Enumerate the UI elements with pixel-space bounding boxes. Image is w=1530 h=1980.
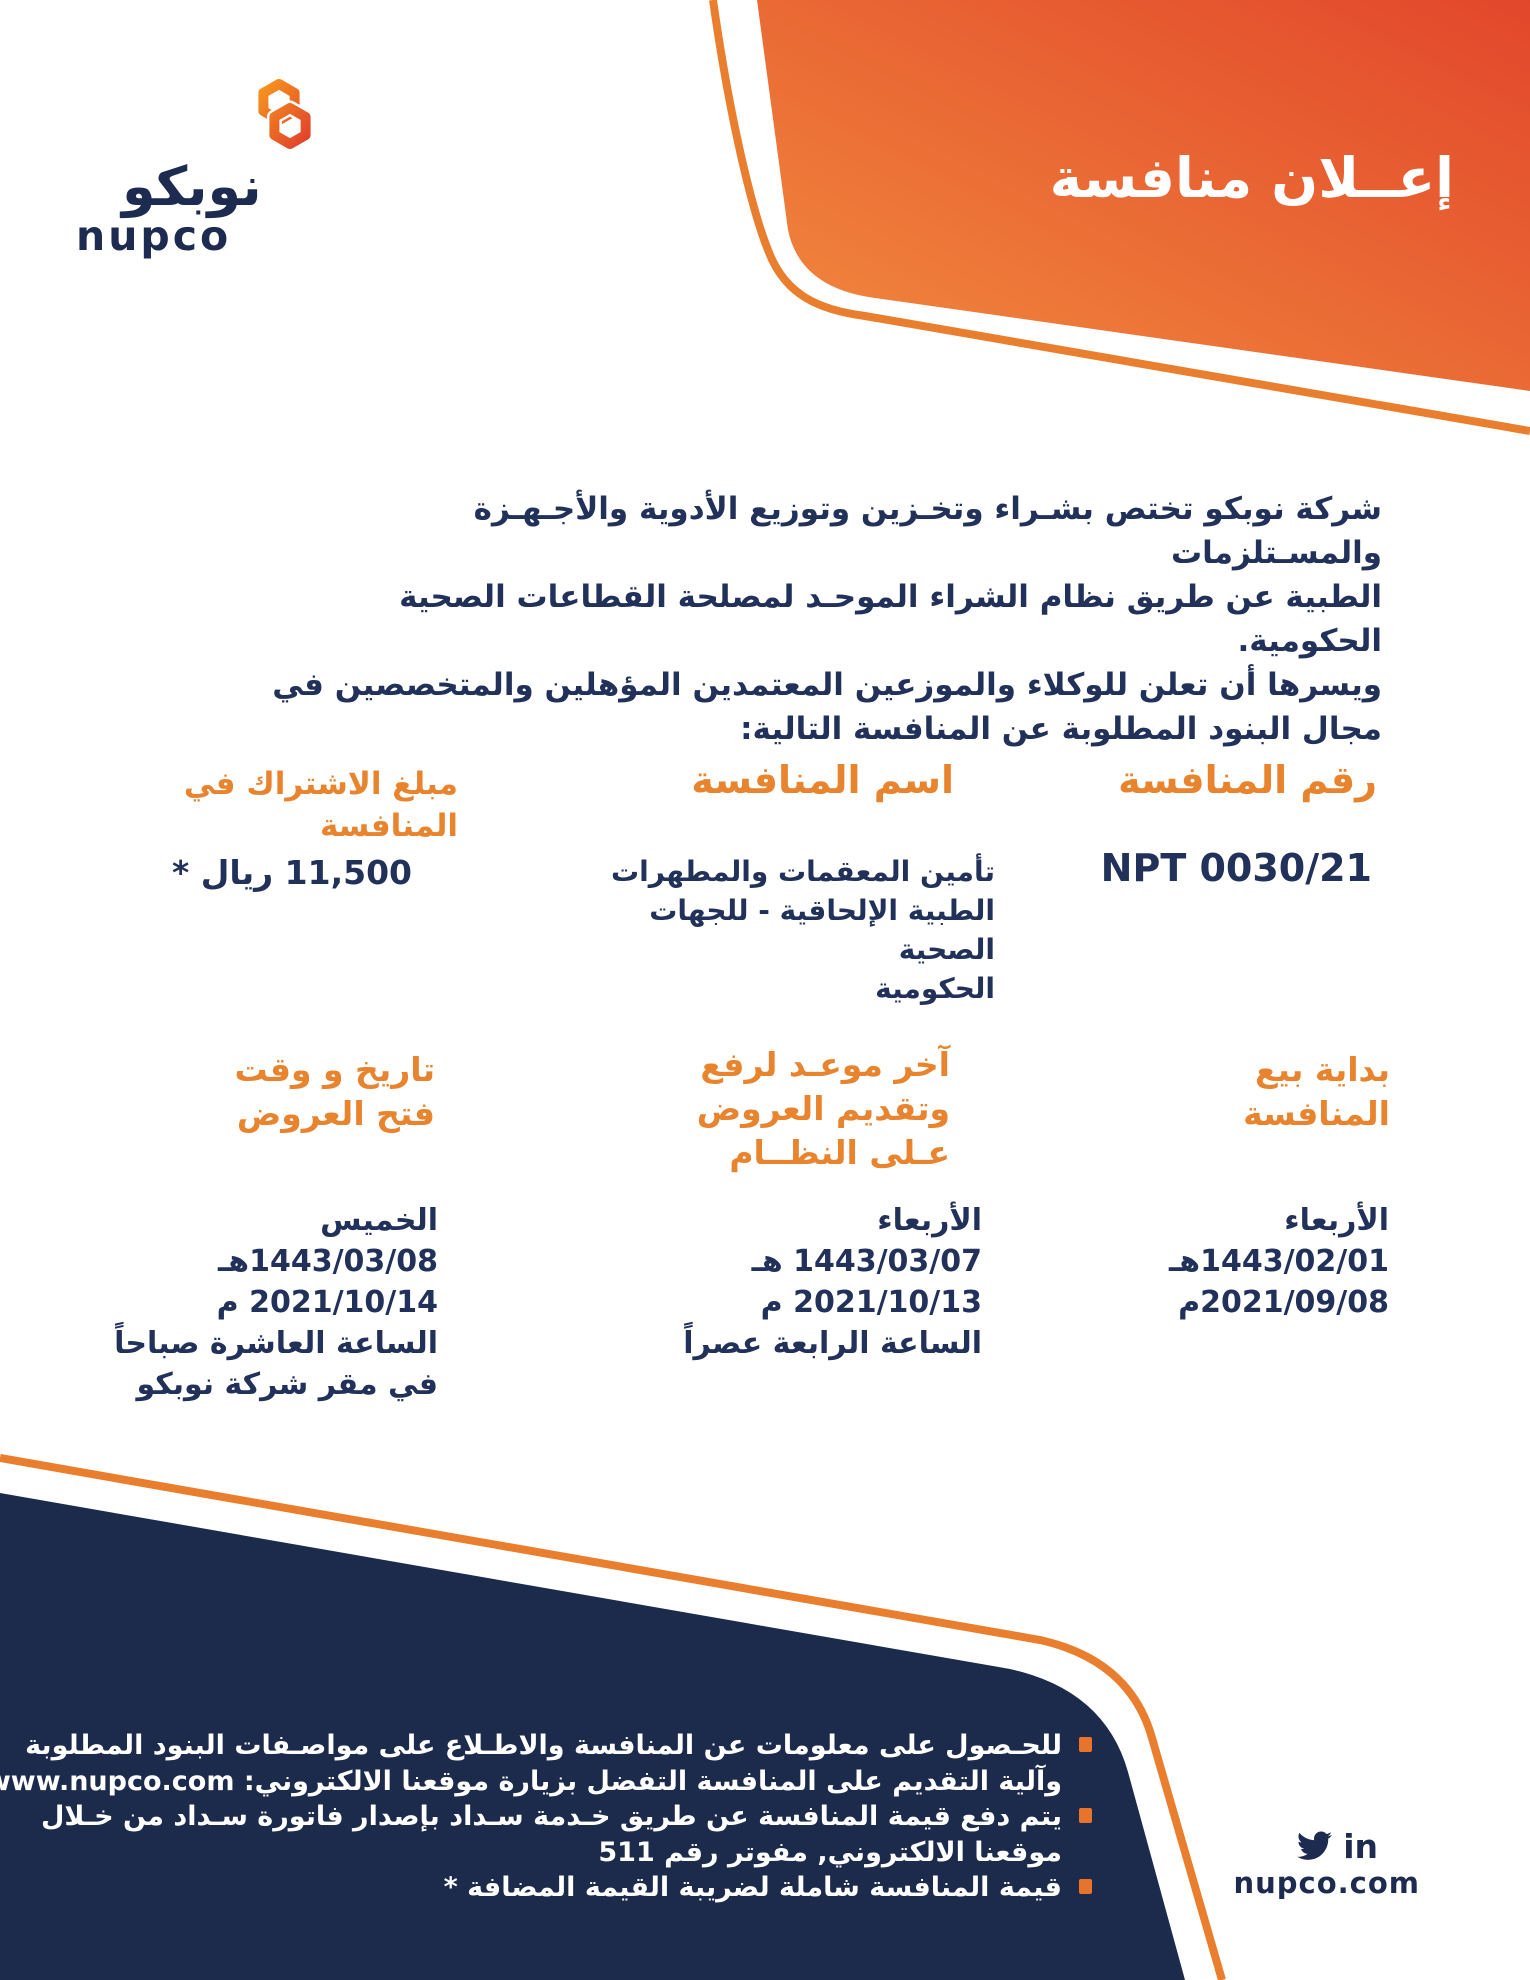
nupco-logo: نوبكو nupco [76, 78, 316, 257]
opening-hijri-date: 1443/03/08هـ [218, 1244, 438, 1279]
logo-hex-bottom [269, 103, 311, 149]
subscription-fee-value: 11,500 ريال * [172, 853, 412, 892]
intro-line: الطبية عن طريق نظام الشراء الموحـد لمصلح… [399, 579, 1382, 659]
nupco-website-link[interactable]: nupco.com [1233, 1866, 1420, 1900]
subscription-fee-label: مبلغ الاشتراك في المنافسة [183, 766, 458, 844]
banner-orange-panel [757, 0, 1530, 391]
bid-opening-values: الخميس 1443/03/08هـ 2021/10/14 م الساعة … [114, 1200, 438, 1405]
sale-start-gregorian-date: 2021/09/08م [1178, 1285, 1389, 1320]
competition-name-line: الحكومية [875, 972, 995, 1005]
deadline-day: الأربعاء [877, 1203, 982, 1238]
deadline-time: الساعة الرابعة عصراً [683, 1326, 982, 1361]
bid-opening-label: تاريخ و وقت فتح العروض [234, 1050, 436, 1133]
intro-line: شركة نوبكو تختص بشـراء وتخـزين وتوزيع ال… [473, 491, 1382, 571]
competition-name-value: تأمين المعقمات والمطهرات الطبية الإلحاقي… [595, 852, 995, 1008]
footer-note: للحـصول على معلومات عن المنافسة والاطـلا… [25, 1728, 1092, 1764]
opening-time: الساعة العاشرة صباحاً [114, 1326, 438, 1361]
footer-note: وآلية التقديم على المنافسة التفضل بزيارة… [0, 1765, 1062, 1797]
deadline-gregorian-date: 2021/10/13 م [760, 1285, 982, 1320]
opening-location: في مقر شركة نوبكو [136, 1367, 438, 1402]
competition-number-value: NPT 0030/21 [1100, 846, 1372, 890]
footer-navy-panel [0, 1493, 1185, 1980]
footer-orange-stripe [0, 1454, 1226, 1980]
submission-deadline-values: الأربعاء 1443/03/07 هـ 2021/10/13 م السا… [683, 1200, 982, 1364]
competition-name-label: اسم المنافسة [691, 758, 954, 802]
footer-shape [0, 1454, 1226, 1980]
bullet-square-icon [1079, 1808, 1092, 1823]
competition-number-label: رقم المنافسة [1118, 758, 1377, 802]
linkedin-icon[interactable]: in [1343, 1827, 1378, 1866]
opening-gregorian-date: 2021/10/14 م [216, 1285, 438, 1320]
page-title: إعــلان منافسة [1049, 146, 1454, 210]
logo-arabic-wordmark: نوبكو [122, 155, 262, 218]
header-banner-shape [709, 0, 1530, 435]
banner-orange-stripe [709, 0, 1530, 435]
footer-note: يتم دفع قيمة المنافسة عن طريق خـدمة سـدا… [32, 1799, 1092, 1835]
opening-day: الخميس [320, 1203, 438, 1238]
sale-start-hijri-date: 1443/02/01هـ [1169, 1244, 1389, 1279]
deadline-hijri-date: 1443/03/07 هـ [751, 1244, 982, 1279]
footer-note: موقعنا الالكتروني, مفوتر رقم 511 [598, 1836, 1062, 1868]
twitter-icon[interactable] [1295, 1830, 1333, 1863]
sale-start-label: بداية بيع المنافسة [1243, 1050, 1390, 1133]
footer-note: قيمة المنافسة شاملة لضريبة القيمة المضاف… [32, 1870, 1092, 1906]
bullet-square-icon [1079, 1879, 1092, 1894]
intro-line: ويسرها أن تعلن للوكلاء والموزعين المعتمد… [272, 667, 1382, 703]
bullet-square-icon [1079, 1737, 1092, 1752]
social-links: in [1295, 1830, 1378, 1863]
competition-name-line: تأمين المعقمات والمطهرات [611, 855, 995, 888]
footer-notes: للحـصول على معلومات عن المنافسة والاطـلا… [0, 1728, 1092, 1906]
competition-name-line: الطبية الإلحاقية - للجهات الصحية [649, 894, 995, 966]
sale-start-values: الأربعاء 1443/02/01هـ 2021/09/08م [1169, 1200, 1389, 1323]
logo-latin-wordmark: nupco [76, 212, 232, 260]
sale-start-day: الأربعاء [1284, 1203, 1389, 1238]
nupco-logo-icon [258, 79, 314, 152]
submission-deadline-label: آخر موعـد لرفع وتقديم العروض عـلى النظــ… [696, 1045, 950, 1172]
intro-line: مجال البنود المطلوبة عن المنافسة التالية… [740, 711, 1382, 747]
intro-paragraph: شركة نوبكو تختص بشـراء وتخـزين وتوزيع ال… [272, 487, 1382, 751]
